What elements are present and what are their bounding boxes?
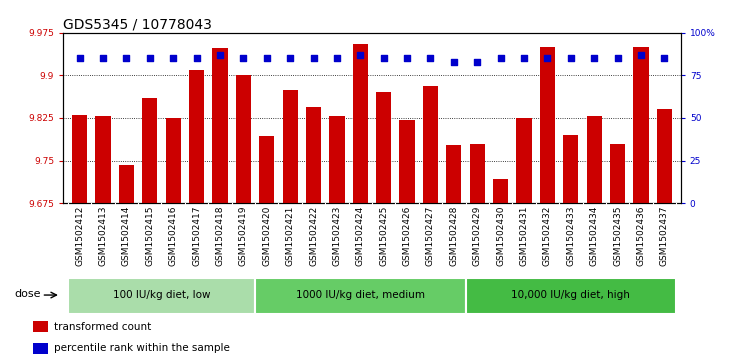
Bar [166,118,181,203]
Bar [469,143,485,203]
Point [589,55,600,61]
Text: transformed count: transformed count [54,322,151,332]
Bar [212,48,228,203]
Text: GSM1502434: GSM1502434 [590,205,599,266]
Point [237,55,249,61]
Bar [586,116,602,203]
Text: GSM1502436: GSM1502436 [637,205,646,266]
Text: GSM1502435: GSM1502435 [613,205,622,266]
Point [261,55,273,61]
Point [97,55,109,61]
Bar [68,278,255,314]
Bar [540,47,555,203]
Bar [33,322,48,332]
Bar [400,120,414,203]
Bar [423,86,438,203]
Bar [236,75,251,203]
Point [658,55,670,61]
Point [378,55,390,61]
Bar [493,179,508,203]
Text: 1000 IU/kg diet, medium: 1000 IU/kg diet, medium [296,290,425,300]
Text: GSM1502429: GSM1502429 [472,205,482,266]
Text: GSM1502414: GSM1502414 [122,205,131,266]
Bar [466,278,676,314]
Bar [255,278,466,314]
Point [307,55,319,61]
Text: GSM1502413: GSM1502413 [98,205,107,266]
Point [612,55,623,61]
Text: GSM1502431: GSM1502431 [519,205,528,266]
Point [284,55,296,61]
Text: 10,000 IU/kg diet, high: 10,000 IU/kg diet, high [511,290,630,300]
Point [354,52,366,58]
Bar [610,143,625,203]
Text: GSM1502423: GSM1502423 [333,205,341,266]
Bar [330,116,344,203]
Text: dose: dose [14,289,41,299]
Bar [446,145,461,203]
Text: GSM1502421: GSM1502421 [286,205,295,266]
Point [542,55,554,61]
Bar [376,92,391,203]
Point [495,55,507,61]
Point [214,52,226,58]
Point [565,55,577,61]
Text: percentile rank within the sample: percentile rank within the sample [54,343,230,354]
Bar [563,135,578,203]
Text: GDS5345 / 10778043: GDS5345 / 10778043 [63,17,212,32]
Point [74,55,86,61]
Text: GSM1502420: GSM1502420 [262,205,272,266]
Point [425,55,437,61]
Bar [353,44,368,203]
Bar [633,47,649,203]
Bar [657,109,672,203]
Text: GSM1502437: GSM1502437 [660,205,669,266]
Bar [283,90,298,203]
Text: 100 IU/kg diet, low: 100 IU/kg diet, low [113,290,211,300]
Bar [259,136,275,203]
Point [635,52,647,58]
Text: GSM1502412: GSM1502412 [75,205,84,266]
Bar [189,70,204,203]
Text: GSM1502426: GSM1502426 [403,205,411,266]
Text: GSM1502419: GSM1502419 [239,205,248,266]
Point [471,59,483,65]
Bar [142,98,158,203]
Point [144,55,155,61]
Text: GSM1502417: GSM1502417 [192,205,201,266]
Point [448,59,460,65]
Text: GSM1502430: GSM1502430 [496,205,505,266]
Bar [119,165,134,203]
Text: GSM1502416: GSM1502416 [169,205,178,266]
Text: GSM1502433: GSM1502433 [566,205,575,266]
Text: GSM1502432: GSM1502432 [543,205,552,266]
Text: GSM1502425: GSM1502425 [379,205,388,266]
Bar [95,116,111,203]
Text: GSM1502428: GSM1502428 [449,205,458,266]
Text: GSM1502418: GSM1502418 [216,205,225,266]
Point [190,55,202,61]
Point [331,55,343,61]
Text: GSM1502415: GSM1502415 [145,205,154,266]
Text: GSM1502422: GSM1502422 [309,205,318,266]
Point [518,55,530,61]
Bar [72,115,87,203]
Text: GSM1502424: GSM1502424 [356,205,365,266]
Point [121,55,132,61]
Text: GSM1502427: GSM1502427 [426,205,435,266]
Bar [33,343,48,354]
Bar [516,118,532,203]
Point [167,55,179,61]
Point [401,55,413,61]
Bar [306,107,321,203]
